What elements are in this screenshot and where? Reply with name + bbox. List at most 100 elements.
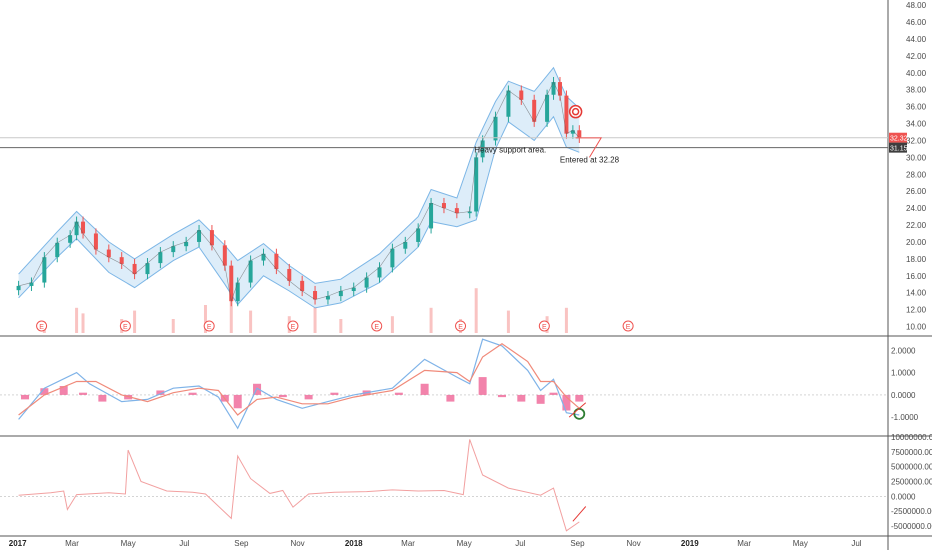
- earnings-marker-icon: [203, 320, 215, 332]
- price-tick-label: 22.00: [906, 221, 927, 230]
- earnings-marker-glyph: E: [542, 324, 547, 331]
- candle-body: [145, 263, 150, 275]
- time-axis-label: May: [457, 539, 472, 548]
- candle-body: [74, 221, 79, 236]
- macd-histogram-bar: [79, 392, 88, 395]
- price-tag-label: 32.32: [890, 136, 908, 143]
- price-tick-label: 44.00: [906, 35, 927, 44]
- candle-body: [390, 248, 395, 268]
- macd-histogram-bar: [21, 394, 30, 400]
- candle-body: [467, 211, 472, 214]
- candle-body: [222, 245, 227, 266]
- up-arrow-icon: [572, 506, 587, 522]
- volume-bar: [313, 307, 317, 333]
- target-icon-inner: [571, 107, 580, 116]
- oscillator-tick-label: 2500000.0000: [891, 478, 932, 487]
- earnings-marker-icon: [371, 320, 383, 332]
- candle-body: [519, 90, 524, 100]
- candle-body: [29, 282, 34, 286]
- candle-body: [325, 296, 330, 300]
- candle-body: [42, 257, 47, 283]
- earnings-marker-glyph: E: [458, 324, 463, 331]
- macd-histogram-bar: [446, 394, 455, 402]
- price-tick-label: 18.00: [906, 255, 927, 264]
- macd-histogram-bar: [98, 394, 107, 402]
- volume-bar: [75, 307, 79, 333]
- time-axis-label: Nov: [290, 539, 304, 548]
- candle-body: [93, 233, 98, 250]
- macd-signal-line: [18, 342, 580, 416]
- earnings-marker-glyph: E: [39, 324, 44, 331]
- volume-bar: [339, 319, 343, 333]
- time-axis-label: Jul: [851, 539, 861, 548]
- price-tick-label: 46.00: [906, 18, 927, 27]
- macd-tick-label: 0.0000: [891, 391, 916, 400]
- candle-body: [274, 253, 279, 270]
- candle-body: [570, 130, 575, 134]
- candle-body: [416, 228, 421, 242]
- candle-body: [119, 257, 124, 264]
- price-tick-label: 34.00: [906, 120, 927, 129]
- bollinger-band-fill: [18, 67, 580, 308]
- earnings-marker-glyph: E: [123, 324, 128, 331]
- candle-body: [184, 241, 189, 247]
- bollinger-upper-line: [18, 66, 580, 284]
- price-tag: [889, 132, 907, 143]
- candle-body: [235, 282, 240, 302]
- candle-body: [403, 241, 408, 249]
- candle-body: [429, 203, 434, 229]
- price-tag: [889, 142, 907, 153]
- macd-histogram-bar: [562, 394, 571, 411]
- price-tick-label: 36.00: [906, 103, 927, 112]
- price-tick-label: 42.00: [906, 52, 927, 61]
- candle-body: [564, 95, 569, 134]
- earnings-marker-icon: [119, 320, 131, 332]
- volume-bar: [506, 310, 510, 333]
- time-axis-label: May: [793, 539, 808, 548]
- candle-body: [229, 265, 234, 302]
- time-axis-label: Mar: [401, 539, 415, 548]
- macd-histogram-bar: [59, 386, 68, 395]
- candle-body: [551, 82, 556, 95]
- macd-histogram-bar: [188, 392, 197, 395]
- candle-body: [197, 230, 202, 242]
- time-axis-label: Jul: [515, 539, 525, 548]
- macd-histogram-bar: [575, 394, 584, 402]
- earnings-marker-icon: [455, 320, 467, 332]
- macd-histogram-bar: [517, 394, 526, 402]
- macd-histogram-bar: [278, 394, 287, 398]
- candle-body: [300, 280, 305, 292]
- price-tick-label: 38.00: [906, 86, 927, 95]
- macd-line: [18, 338, 580, 430]
- macd-tick-label: -1.0000: [891, 413, 919, 422]
- candle-body: [55, 242, 60, 258]
- candle-body: [474, 157, 479, 212]
- time-axis-label: Mar: [737, 539, 751, 548]
- macd-histogram-bar: [420, 383, 429, 395]
- candle-body: [454, 208, 459, 214]
- price-tick-label: 20.00: [906, 238, 927, 247]
- oscillator-tick-label: 7500000.0000: [891, 448, 932, 457]
- time-axis-label: May: [121, 539, 136, 548]
- volume-bar: [203, 305, 207, 333]
- earnings-marker-icon: [36, 320, 48, 332]
- time-axis-label: Sep: [570, 539, 585, 548]
- earnings-marker-icon: [538, 320, 550, 332]
- price-tick-label: 28.00: [906, 170, 927, 179]
- price-close-line: [18, 81, 580, 303]
- price-tag-label: 31.15: [890, 146, 908, 153]
- macd-tick-label: 2.0000: [891, 346, 916, 355]
- price-tick-label: 24.00: [906, 204, 927, 213]
- price-tick-label: 40.00: [906, 69, 927, 78]
- price-tick-label: 14.00: [906, 289, 927, 298]
- price-tick-label: 10.00: [906, 323, 927, 332]
- oscillator-line: [18, 439, 580, 532]
- candle-body: [16, 285, 21, 291]
- volume-bar: [249, 310, 253, 333]
- up-arrow-icon: [568, 402, 587, 418]
- candle-body: [209, 230, 214, 246]
- candle-body: [171, 246, 176, 253]
- earnings-marker-glyph: E: [374, 324, 379, 331]
